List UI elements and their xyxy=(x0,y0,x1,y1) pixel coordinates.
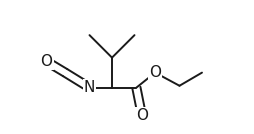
Text: O: O xyxy=(136,108,148,123)
Text: O: O xyxy=(40,54,52,69)
Text: N: N xyxy=(84,80,95,95)
Text: O: O xyxy=(149,65,161,80)
